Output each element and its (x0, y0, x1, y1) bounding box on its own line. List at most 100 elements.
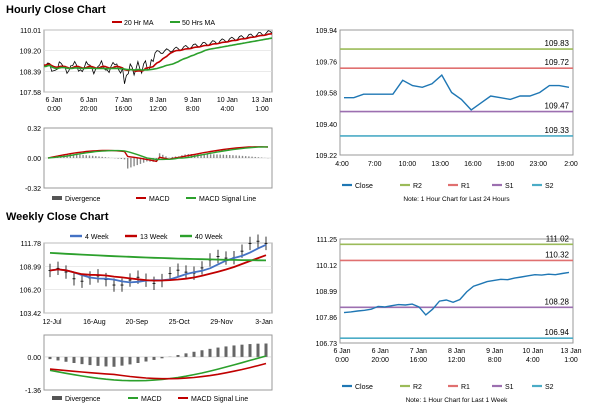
weekly-level-label-r1: 110.32 (545, 250, 569, 259)
hourly-close-ytick: 109.76 (316, 59, 338, 66)
weekly-legend-divergence: Divergence (65, 396, 101, 403)
hourly-price-xtick-date: 8 Jan (149, 97, 166, 104)
hourly-section-title: Hourly Close Chart (6, 4, 106, 16)
hourly-legend-item: S1 (505, 183, 514, 190)
hourly-price-xtick-date: 10 Jan (217, 97, 238, 104)
weekly-close-ytick: 111.25 (317, 237, 337, 244)
weekly-close-note: Note: 1 Hour Chart for Last 1 Week (406, 397, 509, 404)
hourly-price-xtick-time: 8:00 (186, 106, 200, 113)
weekly-w40-series (49, 252, 267, 262)
hourly-close-xtick: 19:00 (497, 161, 515, 168)
weekly-close-frame (339, 238, 574, 344)
hourly-macd-ytick: -0.32 (25, 186, 41, 193)
weekly-price-ytick: 106.20 (20, 288, 42, 295)
hourly-price-ytick: 107.58 (20, 90, 42, 97)
hourly-legend-item: R1 (461, 183, 470, 190)
weekly-price-xtick: 3-Jan (255, 319, 273, 326)
hourly-close-xtick: 2:00 (564, 161, 578, 168)
weekly-legend-item: S1 (505, 384, 514, 391)
hourly-legend-ma50: 50 Hrs MA (182, 20, 215, 27)
weekly-price-ytick: 108.99 (20, 264, 42, 271)
weekly-close-xtick-date: 13 Jan (560, 348, 581, 355)
weekly-close-xtick-time: 16:00 (410, 357, 428, 364)
weekly-level-label-r2: 111.02 (546, 234, 570, 243)
weekly-close-xtick-date: 7 Jan (410, 348, 427, 355)
weekly-macd-frame (43, 334, 273, 391)
weekly-legend-w13: 13 Week (140, 234, 168, 241)
hourly-price-xtick-date: 6 Jan (80, 97, 97, 104)
hourly-close-xtick: 10:00 (399, 161, 417, 168)
hourly-price-ytick: 109.20 (20, 49, 42, 56)
weekly-close-xtick-date: 9 Jan (486, 348, 503, 355)
hourly-signal-series (47, 146, 268, 161)
weekly-section-title: Weekly Close Chart (6, 211, 109, 223)
hourly-legend-divergence: Divergence (65, 196, 101, 203)
weekly-legend-item: R1 (461, 384, 470, 391)
weekly-price-xtick: 20-Sep (126, 319, 149, 326)
hourly-price-ytick: 108.39 (20, 69, 42, 76)
hourly-price-xtick-time: 4:00 (221, 106, 235, 113)
weekly-close-ytick: 107.86 (316, 315, 338, 322)
weekly-legend-item: Close (355, 384, 373, 391)
weekly-price-ytick: 103.42 (20, 311, 42, 318)
weekly-legend-w40: 40 Week (195, 234, 223, 241)
weekly-close-xtick-date: 10 Jan (522, 348, 543, 355)
hourly-macd-ytick: 0.00 (27, 156, 41, 163)
hourly-price-xtick-time: 16:00 (115, 106, 133, 113)
weekly-price-xtick: 12-Jul (42, 319, 62, 326)
hourly-close-xtick: 13:00 (431, 161, 449, 168)
hourly-level-label-s2: 109.33 (545, 126, 570, 135)
hourly-price-xtick-date: 7 Jan (115, 97, 132, 104)
weekly-legend-item: S2 (545, 384, 554, 391)
weekly-close-xtick-time: 12:00 (448, 357, 466, 364)
hourly-price-xtick-date: 13 Jan (251, 97, 272, 104)
hourly-close-note: Note: 1 Hour Chart for Last 24 Hours (403, 196, 510, 203)
weekly-close-ytick: 110.12 (316, 263, 337, 270)
hourly-close-ytick: 109.94 (316, 28, 338, 35)
hourly-price-xtick-date: 6 Jan (45, 97, 62, 104)
hourly-legend-divergence-swatch (52, 196, 62, 200)
hourly-price-xtick-time: 0:00 (47, 106, 61, 113)
hourly-macd-ytick: 0.32 (27, 126, 41, 133)
hourly-close-xtick: 23:00 (530, 161, 548, 168)
hourly-close-xtick: 4:00 (335, 161, 349, 168)
hourly-ma50-series (43, 37, 273, 71)
weekly-level-label-s1: 108.28 (545, 297, 570, 306)
weekly-close-xtick-time: 8:00 (488, 357, 502, 364)
hourly-price-xtick-time: 12:00 (149, 106, 167, 113)
weekly-legend-macd: MACD (141, 396, 162, 403)
hourly-close-ytick: 109.58 (316, 91, 338, 98)
weekly-close-xtick-time: 20:00 (371, 357, 389, 364)
hourly-close-ytick: 109.40 (316, 122, 338, 129)
weekly-price-ytick: 111.78 (21, 241, 41, 248)
hourly-legend-macd: MACD (149, 196, 170, 203)
hourly-legend-item: R2 (413, 183, 422, 190)
weekly-close-xtick-date: 6 Jan (372, 348, 389, 355)
hourly-ma20-series (43, 33, 273, 73)
hourly-price-xtick-date: 9 Jan (184, 97, 201, 104)
hourly-price-xtick-time: 20:00 (80, 106, 98, 113)
hourly-price-series (43, 30, 273, 84)
hourly-close-ytick: 109.22 (316, 153, 338, 160)
weekly-price-xtick: 25-Oct (169, 319, 190, 326)
hourly-price-xtick-time: 1:00 (255, 106, 269, 113)
weekly-price-frame (43, 242, 273, 314)
hourly-close-xtick: 7:00 (368, 161, 382, 168)
hourly-legend-item: Close (355, 183, 373, 190)
weekly-close-xtick-date: 8 Jan (448, 348, 465, 355)
hourly-close-series (344, 74, 570, 111)
weekly-close-xtick-time: 4:00 (526, 357, 540, 364)
weekly-legend-signal: MACD Signal Line (191, 396, 248, 403)
weekly-legend-item: R2 (413, 384, 422, 391)
weekly-macd-ytick: -1.36 (25, 388, 41, 395)
hourly-level-label-s1: 109.47 (545, 102, 570, 111)
hourly-price-ytick: 110.01 (20, 28, 41, 35)
hourly-level-label-r2: 109.83 (545, 39, 570, 48)
weekly-macd-ytick: 0.00 (27, 355, 41, 362)
weekly-legend-divergence-swatch (52, 396, 62, 400)
weekly-close-xtick-time: 1:00 (564, 357, 578, 364)
hourly-legend-signal: MACD Signal Line (199, 196, 256, 203)
weekly-close-xtick-time: 0:00 (335, 357, 349, 364)
weekly-close-ytick: 108.99 (316, 289, 338, 296)
